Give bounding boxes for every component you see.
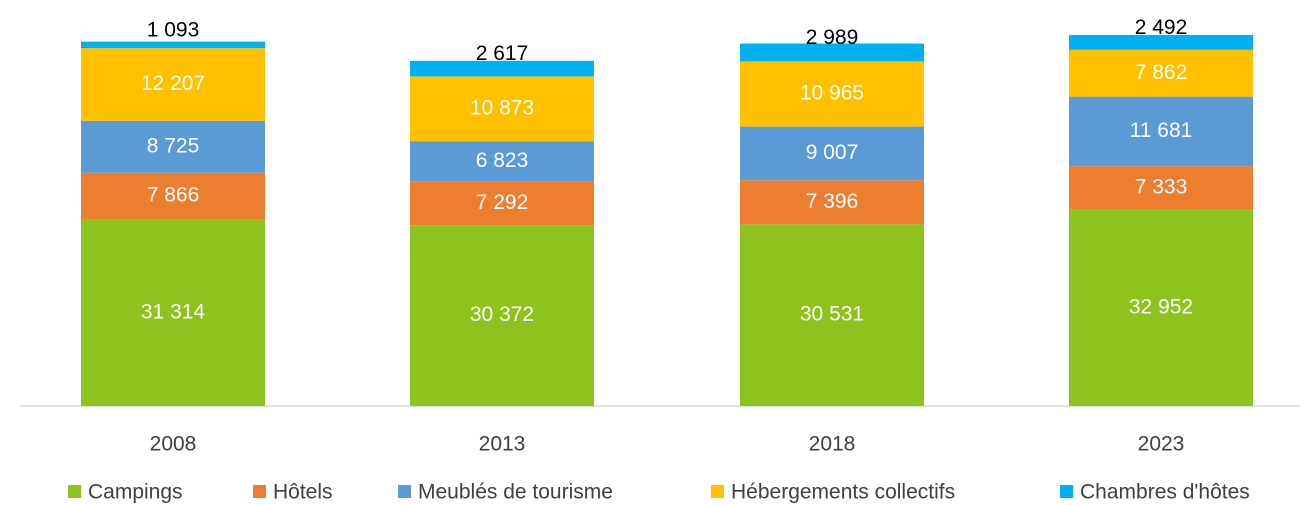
- legend-label: Meublés de tourisme: [418, 481, 613, 504]
- x-tick-label: 2013: [479, 433, 526, 456]
- bar-segment: [410, 225, 594, 406]
- data-label: 10 873: [470, 96, 534, 119]
- bar-segment: [740, 61, 924, 127]
- data-label: 11 681: [1130, 119, 1193, 142]
- bar-segment: [81, 219, 265, 406]
- data-label: 7 396: [806, 190, 859, 213]
- x-tick-label: 2023: [1138, 433, 1185, 456]
- bar-segment: [410, 181, 594, 226]
- legend-swatch: [711, 485, 724, 498]
- bar-segment: [81, 48, 265, 121]
- legend-swatch: [253, 485, 266, 498]
- bar-segment: [740, 126, 924, 181]
- bar-segment: [410, 76, 594, 142]
- data-label: 7 292: [476, 191, 529, 214]
- bar-segment: [740, 180, 924, 225]
- legend-label: Hébergements collectifs: [731, 481, 955, 504]
- data-label: 2 617: [476, 42, 529, 65]
- data-label: 6 823: [476, 149, 529, 172]
- legend-label: Chambres d'hôtes: [1080, 481, 1250, 504]
- x-tick-label: 2018: [809, 433, 856, 456]
- bar-segment: [1069, 35, 1253, 50]
- legend-swatch: [68, 485, 81, 498]
- data-label: 8 725: [147, 134, 200, 157]
- bar-segment: [1069, 96, 1253, 167]
- bar-segment: [410, 60, 594, 77]
- data-label: 30 372: [470, 303, 534, 326]
- bar-segment: [1069, 49, 1253, 97]
- legend-label: Hôtels: [273, 481, 333, 504]
- bar-segment: [740, 224, 924, 406]
- bar-segment: [1069, 166, 1253, 210]
- data-label: 2 989: [806, 26, 859, 49]
- data-label: 32 952: [1129, 295, 1193, 318]
- data-label: 10 965: [800, 82, 864, 105]
- bar-segment: [1069, 209, 1253, 406]
- legend-swatch: [1060, 485, 1073, 498]
- data-label: 30 531: [800, 303, 864, 326]
- data-label: 7 862: [1135, 61, 1188, 84]
- legend-swatch: [398, 485, 411, 498]
- x-tick-label: 2008: [150, 433, 197, 456]
- data-label: 1 093: [147, 18, 200, 41]
- bar-segment: [410, 141, 594, 182]
- bar-segment: [81, 41, 265, 49]
- bar-segment: [740, 43, 924, 62]
- data-label: 7 333: [1135, 176, 1188, 199]
- legend-label: Campings: [88, 481, 183, 504]
- data-label: 31 314: [141, 300, 206, 323]
- bar-segment: [81, 120, 265, 173]
- data-label: 2 492: [1135, 16, 1188, 39]
- data-label: 7 866: [147, 184, 200, 207]
- bar-segment: [81, 172, 265, 220]
- data-label: 9 007: [806, 141, 859, 164]
- data-label: 12 207: [141, 72, 205, 95]
